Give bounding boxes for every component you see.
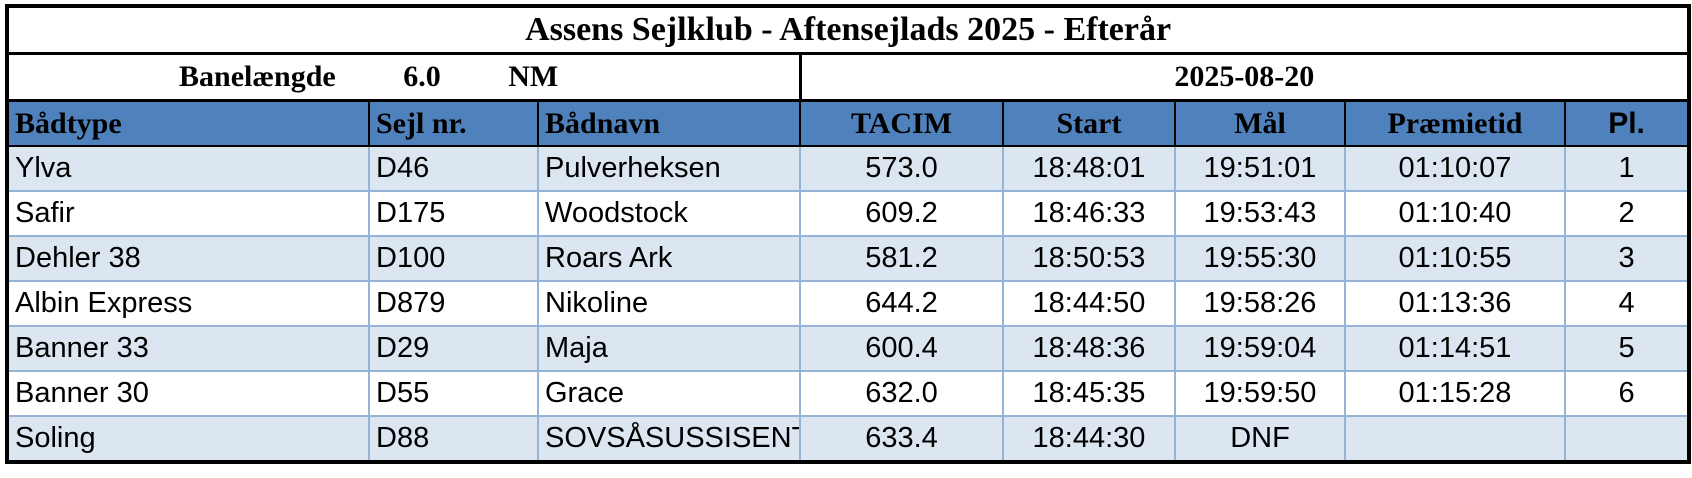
cell: 6 xyxy=(1563,370,1691,417)
cell: 18:50:53 xyxy=(1002,235,1176,282)
result-row: Dehler 38 D100 Roars Ark 581.2 18:50:53 19:55… xyxy=(6,235,1691,282)
cell: 609.2 xyxy=(799,190,1004,237)
result-row: Soling D88 SOVSÅSUSSISENT 633.4 18:44:30 DNF xyxy=(6,415,1691,463)
cell: D29 xyxy=(368,325,539,372)
cell: 18:45:35 xyxy=(1002,370,1176,417)
cell: 581.2 xyxy=(799,235,1004,282)
result-row: Ylva D46 Pulverheksen 573.0 18:48:01 19:51:01… xyxy=(6,145,1691,192)
cell: 19:59:50 xyxy=(1174,370,1346,417)
cell: 01:15:28 xyxy=(1344,370,1566,417)
cell: Dehler 38 xyxy=(6,235,370,282)
cell: 18:46:33 xyxy=(1002,190,1176,237)
column-header: Mål xyxy=(1174,99,1346,147)
cell: 18:44:30 xyxy=(1002,415,1176,463)
course-unit: NM xyxy=(508,60,559,93)
cell: 2 xyxy=(1563,190,1691,237)
cell: 644.2 xyxy=(799,280,1004,327)
cell: 01:10:07 xyxy=(1344,145,1566,192)
cell: 19:59:04 xyxy=(1174,325,1346,372)
cell: 18:48:36 xyxy=(1002,325,1176,372)
cell: 3 xyxy=(1563,235,1691,282)
column-header: TACIM xyxy=(799,99,1004,147)
cell: 18:48:01 xyxy=(1002,145,1176,192)
cell: 600.4 xyxy=(799,325,1004,372)
cell: 01:10:40 xyxy=(1344,190,1566,237)
cell: 19:55:30 xyxy=(1174,235,1346,282)
cell: D879 xyxy=(368,280,539,327)
info-row: Banelængde 6.0 NM 2025-08-20 xyxy=(5,52,1691,102)
cell: 633.4 xyxy=(799,415,1004,463)
race-date: 2025-08-20 xyxy=(798,52,1691,102)
column-header: Bådnavn xyxy=(537,99,801,147)
cell: D100 xyxy=(368,235,539,282)
result-row: Albin Express D879 Nikoline 644.2 18:44:50 19… xyxy=(6,280,1691,327)
cell: Woodstock xyxy=(537,190,801,237)
cell: DNF xyxy=(1174,415,1346,463)
cell: Banner 30 xyxy=(6,370,370,417)
cell: D46 xyxy=(368,145,539,192)
title-row: Assens Sejlklub - Aftensejlads 2025 - Ef… xyxy=(5,4,1691,55)
cell: 01:14:51 xyxy=(1344,325,1566,372)
cell: 632.0 xyxy=(799,370,1004,417)
cell: Safir xyxy=(6,190,370,237)
cell: 01:13:36 xyxy=(1344,280,1566,327)
header-row: Bådtype Sejl nr. Bådnavn TACIM Start Mål Præmi… xyxy=(6,99,1691,147)
cell: 19:53:43 xyxy=(1174,190,1346,237)
column-header: Start xyxy=(1002,99,1176,147)
course-length: 6.0 xyxy=(403,60,441,93)
cell: 5 xyxy=(1563,325,1691,372)
cell: Roars Ark xyxy=(537,235,801,282)
column-header: Pl. xyxy=(1563,99,1691,147)
cell: 4 xyxy=(1563,280,1691,327)
cell: Maja xyxy=(537,325,801,372)
result-row: Safir D175 Woodstock 609.2 18:46:33 19:53:43 0… xyxy=(6,190,1691,237)
result-row: Banner 30 D55 Grace 632.0 18:45:35 19:59:50 01… xyxy=(6,370,1691,417)
table-body: Assens Sejlklub - Aftensejlads 2025 - Ef… xyxy=(5,4,1691,463)
cell: Banner 33 xyxy=(6,325,370,372)
column-header: Sejl nr. xyxy=(368,99,539,147)
cell: D88 xyxy=(368,415,539,463)
cell xyxy=(1344,415,1566,463)
cell: 573.0 xyxy=(799,145,1004,192)
cell xyxy=(1563,415,1691,463)
results-table: Assens Sejlklub - Aftensejlads 2025 - Ef… xyxy=(5,4,1692,464)
cell: Ylva xyxy=(6,145,370,192)
cell: 1 xyxy=(1563,145,1691,192)
cell: Soling xyxy=(6,415,370,463)
column-header: Præmietid xyxy=(1344,99,1566,147)
cell: Pulverheksen xyxy=(537,145,801,192)
cell: SOVSÅSUSSISENT xyxy=(537,415,801,463)
cell: D55 xyxy=(368,370,539,417)
cell: 19:58:26 xyxy=(1174,280,1346,327)
course-label: Banelængde xyxy=(179,60,336,93)
cell: 01:10:55 xyxy=(1344,235,1566,282)
cell: Albin Express xyxy=(6,280,370,327)
title: Assens Sejlklub - Aftensejlads 2025 - Ef… xyxy=(5,4,1691,55)
column-header: Bådtype xyxy=(6,99,370,147)
cell: Grace xyxy=(537,370,801,417)
cell: D175 xyxy=(368,190,539,237)
result-row: Banner 33 D29 Maja 600.4 18:48:36 19:59:04 01:… xyxy=(6,325,1691,372)
cell: Nikoline xyxy=(537,280,801,327)
cell: 18:44:50 xyxy=(1002,280,1176,327)
course-info: Banelængde 6.0 NM xyxy=(5,52,802,102)
cell: 19:51:01 xyxy=(1174,145,1346,192)
